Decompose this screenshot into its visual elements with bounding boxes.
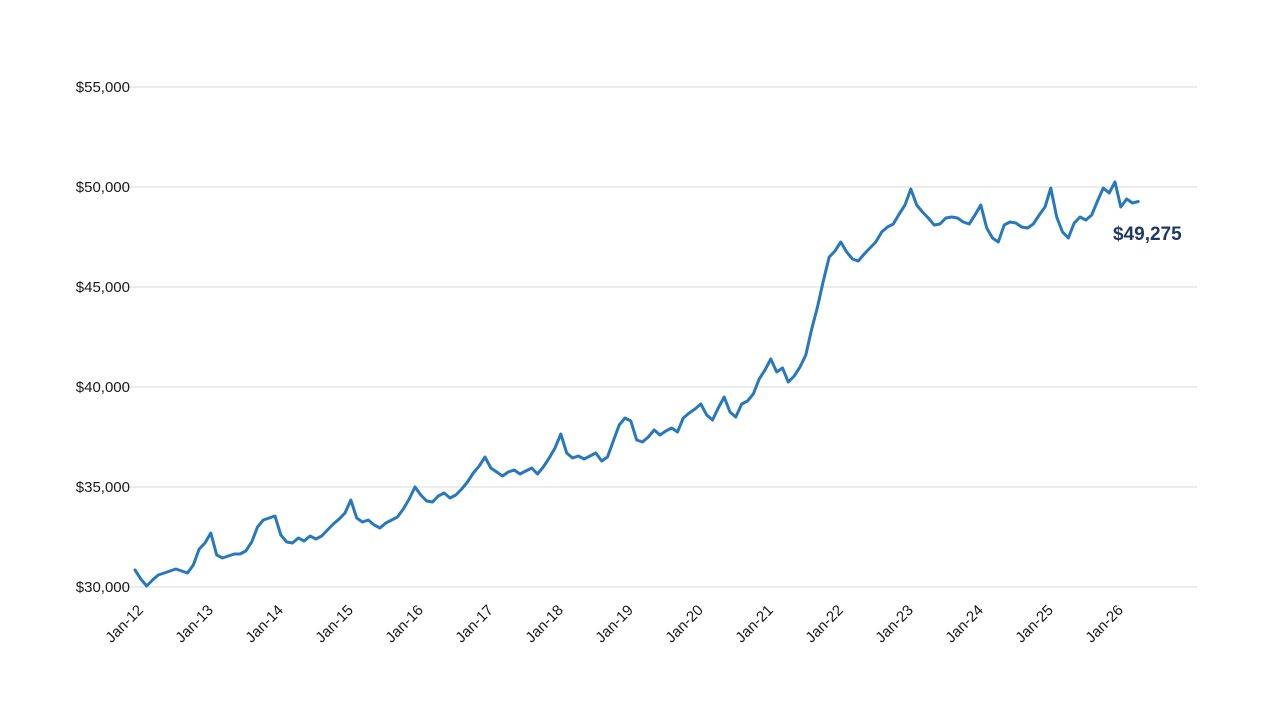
data-line — [133, 180, 1140, 588]
x-tick-label: Jan-22 — [802, 602, 846, 646]
x-tick-label: Jan-12 — [102, 602, 146, 646]
y-axis-labels: $30,000 $35,000 $40,000 $45,000 $50,000 $55,0… — [76, 79, 130, 596]
x-tick-label: Jan-26 — [1082, 602, 1126, 646]
y-tick-label: $50,000 — [76, 179, 130, 196]
x-tick-label: Jan-16 — [382, 602, 426, 646]
x-tick-label: Jan-20 — [662, 602, 706, 646]
x-tick-label: Jan-21 — [732, 602, 776, 646]
x-tick-label: Jan-18 — [522, 602, 566, 646]
x-tick-label: Jan-23 — [872, 602, 916, 646]
y-tick-label: $40,000 — [76, 379, 130, 396]
y-tick-label: $55,000 — [76, 79, 130, 96]
y-tick-label: $30,000 — [76, 579, 130, 596]
y-tick-label: $35,000 — [76, 479, 130, 496]
x-axis-labels: Jan-12 Jan-13 Jan-14 Jan-15 Jan-16 Jan-17 Jan-… — [102, 602, 1126, 646]
x-tick-label: Jan-19 — [592, 602, 636, 646]
x-tick-label: Jan-13 — [172, 602, 216, 646]
x-tick-label: Jan-14 — [242, 602, 286, 646]
last-value-label: $49,275 — [1113, 224, 1182, 245]
x-tick-label: Jan-25 — [1012, 602, 1056, 646]
x-tick-label: Jan-17 — [452, 602, 496, 646]
gridlines — [117, 86, 1197, 588]
x-tick-label: Jan-15 — [312, 602, 356, 646]
y-tick-label: $45,000 — [76, 279, 130, 296]
x-tick-label: Jan-24 — [942, 602, 986, 646]
